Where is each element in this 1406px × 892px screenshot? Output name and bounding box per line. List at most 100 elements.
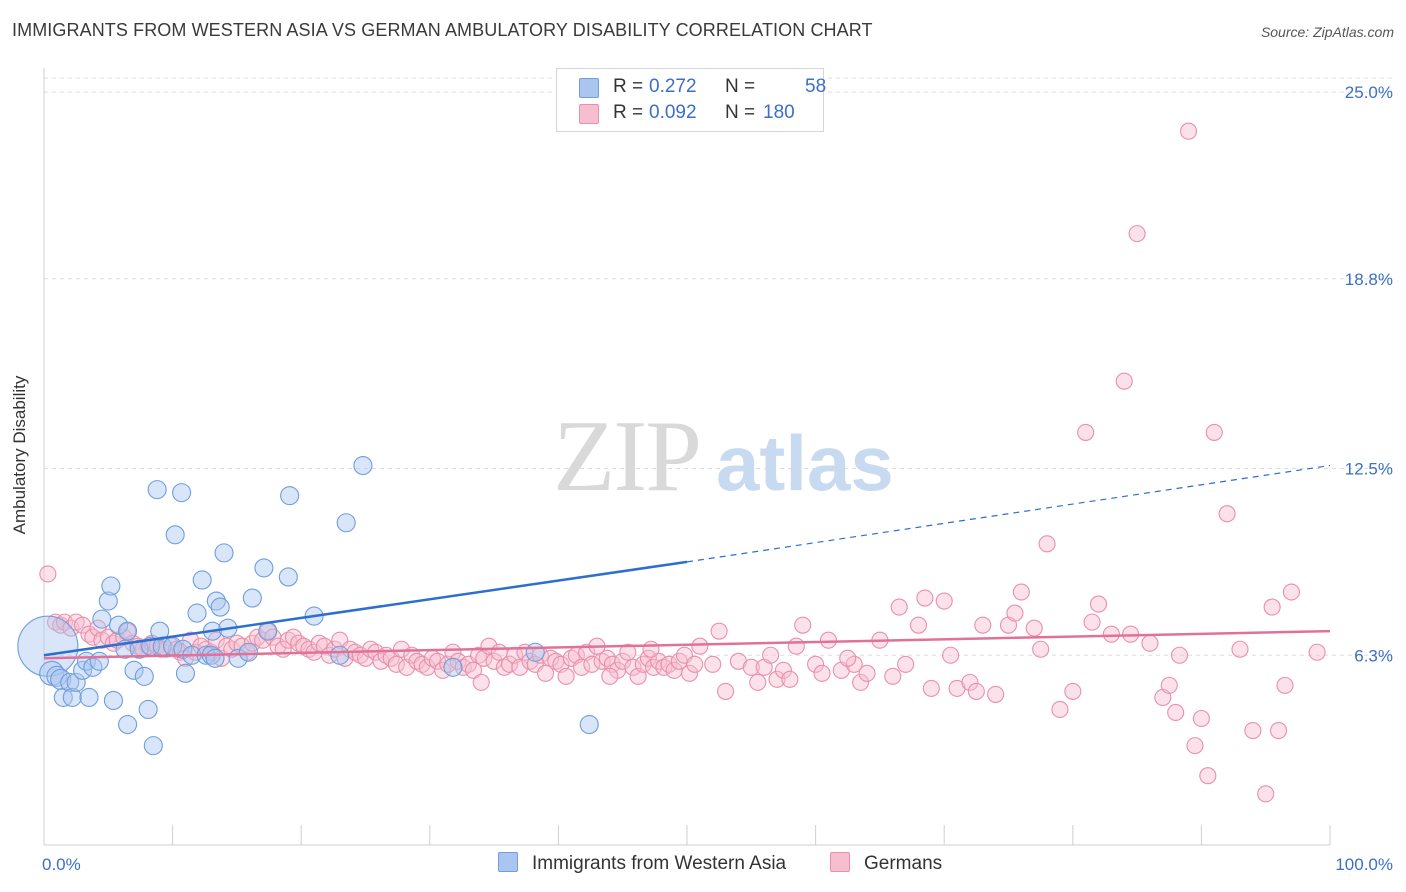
legend-swatch-blue	[579, 78, 599, 98]
trend-line-germans	[43, 629, 1331, 660]
data-point-western-asia	[124, 660, 144, 680]
data-point-germans	[794, 616, 812, 634]
data-point-germans	[1282, 583, 1300, 601]
data-point-germans	[536, 664, 555, 682]
data-point-germans	[974, 616, 992, 634]
data-point-germans	[1263, 598, 1281, 616]
data-point-germans	[691, 637, 709, 655]
data-point-germans	[852, 673, 870, 691]
data-point-germans	[655, 658, 673, 676]
data-point-western-asia	[579, 714, 599, 735]
data-point-germans	[1160, 676, 1178, 694]
data-point-germans	[392, 640, 411, 658]
watermark-atlas: atlas	[716, 419, 894, 507]
data-point-western-asia	[187, 603, 207, 623]
data-point-germans	[1308, 643, 1326, 661]
data-point-western-asia	[214, 543, 234, 563]
data-point-germans	[813, 664, 831, 682]
data-point-germans	[557, 667, 575, 685]
data-point-germans	[704, 655, 722, 673]
data-point-germans	[768, 670, 786, 688]
data-point-germans	[1006, 604, 1024, 622]
data-point-germans	[1102, 625, 1120, 643]
data-point-germans	[897, 655, 915, 673]
data-point-germans	[495, 658, 513, 676]
data-point-germans	[279, 631, 297, 649]
y-tick-label: 6.3%	[1354, 646, 1393, 665]
data-point-germans	[1218, 505, 1236, 523]
data-point-germans	[916, 589, 934, 607]
trend-line-western-asia	[43, 560, 688, 657]
data-point-germans	[464, 661, 483, 679]
data-point-western-asia	[60, 672, 80, 692]
data-point-germans	[1038, 535, 1056, 553]
data-point-western-asia	[165, 525, 185, 545]
legend-n-label: N =	[725, 102, 756, 123]
data-point-western-asia	[101, 576, 121, 596]
data-point-germans	[39, 565, 57, 583]
data-point-germans	[444, 643, 462, 661]
data-point-germans	[624, 658, 642, 676]
data-point-germans	[774, 661, 793, 679]
data-point-western-asia	[242, 588, 262, 608]
data-point-western-asia	[205, 648, 225, 668]
data-point-western-asia	[118, 621, 138, 641]
data-point-germans	[922, 679, 940, 697]
data-point-western-asia	[238, 642, 259, 662]
data-point-germans	[601, 667, 619, 685]
data-point-germans	[1012, 583, 1030, 601]
data-point-western-asia	[92, 609, 112, 629]
trend-line-western-asia-extension	[686, 464, 1331, 563]
data-point-germans	[909, 616, 928, 634]
data-point-western-asia	[192, 570, 212, 590]
y-tick-labels: 6.3% 12.5% 18.8% 25.0%	[1345, 83, 1393, 665]
bottom-legend-western-asia: Immigrants from Western Asia	[498, 852, 786, 875]
x-tick-label: 0.0%	[42, 855, 81, 874]
data-point-germans	[1170, 646, 1189, 664]
data-point-germans	[1167, 703, 1185, 722]
data-point-germans	[710, 622, 728, 640]
stats-legend: R = 0.272 N = 58 R = 0.092 N = 180	[556, 68, 827, 132]
data-point-germans	[742, 658, 760, 676]
axes	[43, 68, 1331, 846]
data-point-germans	[619, 643, 637, 661]
data-point-germans	[942, 646, 960, 664]
data-point-germans	[762, 646, 780, 664]
data-point-germans	[248, 628, 267, 646]
data-point-western-asia	[336, 513, 356, 533]
data-point-western-asia	[210, 597, 230, 617]
data-point-western-asia	[98, 591, 118, 611]
data-point-germans	[341, 640, 359, 658]
data-point-germans	[583, 655, 601, 673]
data-point-germans	[961, 673, 979, 691]
legend-n-value: 180	[763, 102, 795, 123]
legend-r-value: 0.272	[649, 76, 697, 97]
data-point-germans	[1186, 737, 1204, 755]
data-point-germans	[839, 649, 857, 667]
data-point-western-asia	[46, 665, 68, 687]
data-point-germans	[1179, 122, 1198, 140]
data-point-germans	[1231, 640, 1249, 658]
data-point-western-asia	[147, 480, 167, 500]
data-point-germans	[1025, 619, 1043, 637]
legend-n-value: 58	[805, 76, 827, 97]
data-point-western-asia	[175, 663, 196, 683]
data-point-western-asia	[103, 690, 123, 710]
data-point-germans	[1089, 595, 1108, 613]
data-point-western-asia	[66, 672, 86, 692]
data-point-western-asia	[134, 666, 154, 686]
data-point-germans	[500, 655, 519, 673]
data-point-germans	[428, 652, 447, 670]
data-point-germans	[858, 664, 876, 682]
data-point-germans	[681, 664, 699, 682]
data-point-western-asia	[79, 687, 99, 707]
data-point-germans	[781, 670, 799, 688]
data-point-germans	[1083, 613, 1101, 631]
data-point-germans	[884, 667, 902, 685]
y-tick-label: 12.5%	[1345, 460, 1393, 479]
data-point-germans	[967, 682, 985, 700]
legend-r-label: R =	[613, 76, 644, 97]
data-point-germans	[890, 598, 908, 616]
data-point-western-asia	[280, 486, 300, 506]
